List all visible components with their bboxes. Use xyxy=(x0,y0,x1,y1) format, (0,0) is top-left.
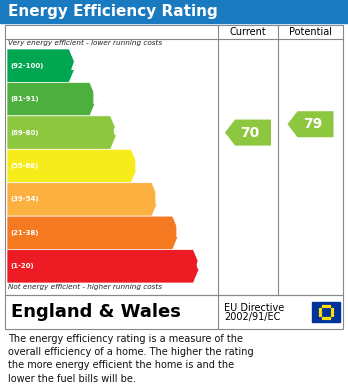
Text: 79: 79 xyxy=(303,117,322,131)
Text: The energy efficiency rating is a measure of the
overall efficiency of a home. T: The energy efficiency rating is a measur… xyxy=(8,334,254,384)
Polygon shape xyxy=(7,249,200,283)
Polygon shape xyxy=(7,183,159,216)
Text: Not energy efficient - higher running costs: Not energy efficient - higher running co… xyxy=(8,284,162,290)
Polygon shape xyxy=(7,149,138,183)
Text: (81-91): (81-91) xyxy=(10,96,39,102)
Bar xyxy=(312,302,340,322)
Text: EU Directive: EU Directive xyxy=(224,303,284,313)
Bar xyxy=(5,25,343,295)
Text: (39-54): (39-54) xyxy=(10,196,39,203)
Text: Very energy efficient - lower running costs: Very energy efficient - lower running co… xyxy=(8,40,162,46)
Text: (69-80): (69-80) xyxy=(10,129,39,136)
Text: Potential: Potential xyxy=(289,27,332,37)
Text: (21-38): (21-38) xyxy=(10,230,39,236)
Text: G: G xyxy=(195,259,208,274)
Text: (1-20): (1-20) xyxy=(10,263,34,269)
Polygon shape xyxy=(287,111,333,137)
Bar xyxy=(0,0,348,23)
Text: England & Wales: England & Wales xyxy=(11,303,181,321)
Text: Current: Current xyxy=(230,27,266,37)
Text: 2002/91/EC: 2002/91/EC xyxy=(224,312,280,322)
Polygon shape xyxy=(7,83,97,116)
Text: Energy Efficiency Rating: Energy Efficiency Rating xyxy=(8,4,218,19)
Text: B: B xyxy=(92,91,103,107)
Polygon shape xyxy=(7,116,118,149)
Text: C: C xyxy=(112,125,124,140)
Text: E: E xyxy=(154,192,164,207)
Text: (92-100): (92-100) xyxy=(10,63,44,69)
Bar xyxy=(5,295,343,329)
Text: A: A xyxy=(71,58,83,73)
Text: (55-68): (55-68) xyxy=(10,163,38,169)
Polygon shape xyxy=(7,216,180,249)
Text: 70: 70 xyxy=(240,126,260,140)
Polygon shape xyxy=(7,49,76,83)
Text: F: F xyxy=(175,225,185,240)
Text: D: D xyxy=(133,158,146,174)
Polygon shape xyxy=(225,120,271,145)
